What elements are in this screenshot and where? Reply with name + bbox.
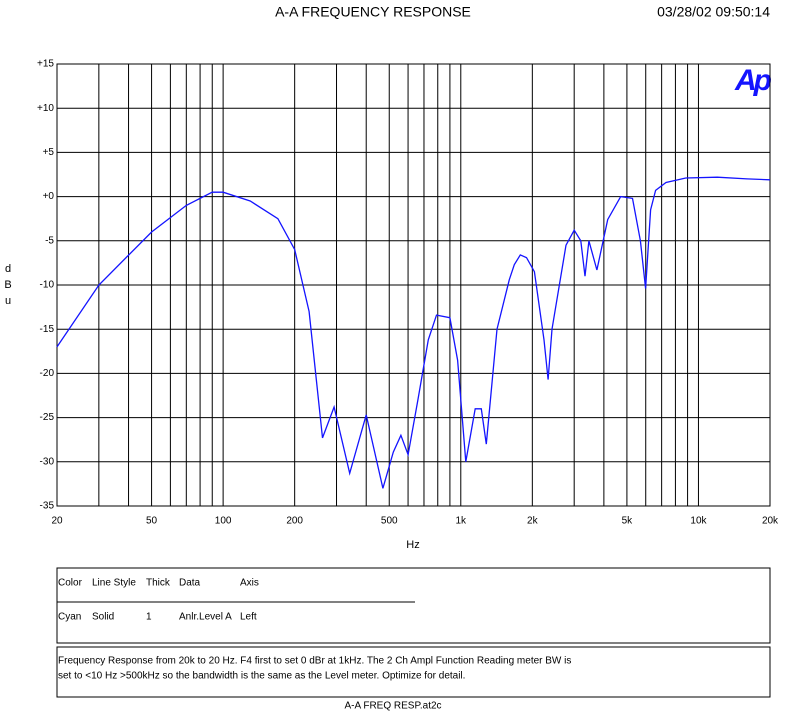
y-tick-label: +0 — [43, 191, 55, 202]
timestamp: 03/28/02 09:50:14 — [657, 4, 770, 20]
table-cell: Anlr.Level A — [179, 612, 232, 623]
table-cell: Cyan — [58, 612, 81, 623]
x-tick-label: 20k — [762, 516, 779, 527]
x-tick-label: 200 — [286, 516, 303, 527]
y-tick-label: -30 — [40, 456, 55, 467]
y-tick-label: -25 — [40, 412, 55, 423]
legend-table — [56, 567, 771, 644]
y-tick-label: +5 — [43, 147, 55, 158]
x-tick-label: 50 — [146, 516, 158, 527]
table-header: Line Style — [92, 578, 136, 589]
y-tick-label: -35 — [40, 501, 55, 512]
y-tick-label: +10 — [37, 103, 54, 114]
x-tick-label: 20 — [51, 516, 63, 527]
y-tick-label: -20 — [40, 368, 55, 379]
x-tick-label: 500 — [381, 516, 398, 527]
table-header: Axis — [240, 578, 259, 589]
footer: A-A FREQ RESP.at2c — [344, 701, 441, 712]
data-line — [56, 176, 771, 489]
note-line: set to <10 Hz >500kHz so the bandwidth i… — [58, 671, 465, 682]
x-axis-label: Hz — [406, 539, 419, 551]
table-cell: Solid — [92, 612, 114, 623]
table-header: Data — [179, 578, 201, 589]
table-header: Thick — [146, 578, 171, 589]
x-tick-label: 2k — [527, 516, 539, 527]
x-tick-label: 5k — [622, 516, 634, 527]
note-box — [56, 646, 771, 698]
table-cell: Left — [240, 612, 257, 623]
x-tick-label: 1k — [456, 516, 468, 527]
x-tick-label: 10k — [690, 516, 707, 527]
table-cell: 1 — [146, 612, 152, 623]
chart-title: A-A FREQUENCY RESPONSE — [275, 4, 471, 20]
logo: Ap — [734, 64, 772, 97]
x-tick-label: 100 — [215, 516, 232, 527]
note-line: Frequency Response from 20k to 20 Hz. F4… — [58, 656, 571, 667]
table-header: Color — [58, 578, 83, 589]
y-tick-label: +15 — [37, 59, 54, 70]
y-tick-label: -15 — [40, 324, 55, 335]
y-tick-label: -5 — [45, 235, 54, 246]
y-tick-label: -10 — [40, 280, 55, 291]
